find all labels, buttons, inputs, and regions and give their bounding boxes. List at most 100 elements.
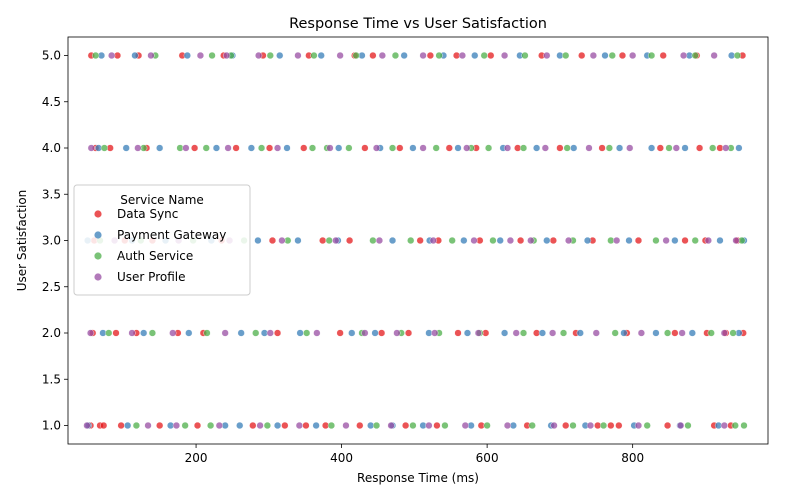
data-point <box>691 51 699 60</box>
data-point <box>562 421 570 430</box>
data-point <box>704 236 712 245</box>
data-point <box>281 421 289 430</box>
data-point <box>681 236 689 245</box>
data-point <box>112 329 120 337</box>
data-point <box>615 421 623 430</box>
data-point <box>729 329 737 337</box>
data-point <box>516 236 525 245</box>
data-point <box>647 144 656 152</box>
data-point <box>237 329 245 337</box>
data-point <box>203 329 211 337</box>
data-point <box>613 236 621 245</box>
data-point <box>193 421 202 430</box>
data-point <box>585 144 593 152</box>
x-tick-label: 600 <box>476 451 499 465</box>
data-point <box>618 51 627 60</box>
data-point <box>396 144 404 152</box>
data-point <box>348 329 356 337</box>
data-point <box>626 144 634 152</box>
data-point <box>592 329 600 337</box>
data-point <box>352 51 360 60</box>
data-point <box>665 144 673 152</box>
data-point <box>663 421 672 430</box>
legend: Service Name Data Sync Payment Gateway Aut… <box>73 184 251 296</box>
data-point <box>148 329 157 337</box>
data-point <box>569 421 577 430</box>
data-point <box>471 51 479 60</box>
data-point <box>372 421 381 430</box>
data-point <box>720 329 728 337</box>
data-point <box>252 329 260 337</box>
data-point <box>375 236 384 245</box>
data-point <box>463 329 472 337</box>
data-point <box>83 421 91 430</box>
y-tick-label: 4.0 <box>42 141 61 155</box>
data-point <box>419 51 427 60</box>
data-point <box>342 421 350 430</box>
data-point <box>598 144 606 152</box>
data-point <box>134 144 142 152</box>
data-point <box>541 144 549 152</box>
data-point <box>319 236 327 245</box>
legend-entry-label: Payment Gateway <box>117 228 226 242</box>
data-point <box>611 329 619 337</box>
y-axis-ticks: 1.0 1.5 2.0 2.5 3.0 3.5 4.0 4.5 5.0 <box>42 49 68 433</box>
data-point <box>147 51 155 60</box>
data-point <box>678 329 686 337</box>
legend-title: Service Name <box>120 193 204 207</box>
data-point <box>503 421 512 430</box>
data-point <box>707 329 715 337</box>
data-point <box>208 51 216 60</box>
data-point <box>487 51 495 60</box>
data-point <box>662 236 670 245</box>
data-point <box>608 51 616 60</box>
y-tick-label: 3.0 <box>42 234 61 248</box>
data-point <box>615 144 624 152</box>
data-point <box>356 421 364 430</box>
x-axis-ticks: 200 400 600 800 <box>185 444 644 465</box>
data-point <box>431 329 439 337</box>
data-point <box>519 144 528 152</box>
data-point <box>156 421 164 430</box>
data-point <box>733 51 742 60</box>
x-tick-label: 200 <box>185 451 208 465</box>
data-point <box>236 421 244 430</box>
data-point <box>317 51 325 60</box>
data-point <box>407 236 415 245</box>
legend-marker <box>94 231 102 239</box>
data-point <box>212 144 221 152</box>
x-axis-title: Response Time (ms) <box>357 471 479 485</box>
data-point <box>543 236 551 245</box>
data-point <box>463 144 471 152</box>
data-point <box>722 144 730 152</box>
data-point <box>172 421 181 430</box>
data-point <box>643 421 651 430</box>
data-point <box>549 236 557 245</box>
data-point <box>369 236 377 245</box>
data-point <box>273 329 282 337</box>
data-point <box>268 236 277 245</box>
data-point <box>656 144 664 152</box>
data-point <box>232 144 240 152</box>
data-point <box>652 329 660 337</box>
data-point <box>543 51 551 60</box>
data-point <box>247 144 256 152</box>
data-point <box>671 329 679 337</box>
data-point <box>263 421 272 430</box>
data-point <box>300 144 308 152</box>
data-point <box>221 329 229 337</box>
data-point <box>273 421 282 430</box>
data-point <box>731 421 739 430</box>
data-point <box>489 236 497 245</box>
data-point <box>108 51 116 60</box>
data-point <box>295 421 304 430</box>
data-point <box>92 51 100 60</box>
data-point <box>720 421 728 430</box>
data-point <box>196 51 205 60</box>
data-point <box>371 329 379 337</box>
data-point <box>206 421 215 430</box>
data-point <box>634 236 643 245</box>
data-point <box>117 421 125 430</box>
data-point <box>325 236 333 245</box>
x-tick-label: 400 <box>330 451 353 465</box>
